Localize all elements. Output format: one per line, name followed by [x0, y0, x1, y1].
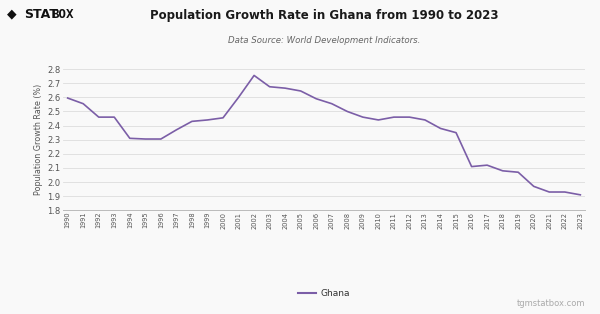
Text: tgmstatbox.com: tgmstatbox.com [517, 299, 585, 308]
Legend: Ghana: Ghana [295, 286, 353, 302]
Y-axis label: Population Growth Rate (%): Population Growth Rate (%) [34, 84, 43, 195]
Text: ◆: ◆ [7, 8, 17, 21]
Text: Data Source: World Development Indicators.: Data Source: World Development Indicator… [228, 36, 420, 45]
Text: STAT: STAT [24, 8, 58, 21]
Text: Population Growth Rate in Ghana from 1990 to 2023: Population Growth Rate in Ghana from 199… [150, 9, 498, 22]
Text: BOX: BOX [52, 8, 74, 21]
